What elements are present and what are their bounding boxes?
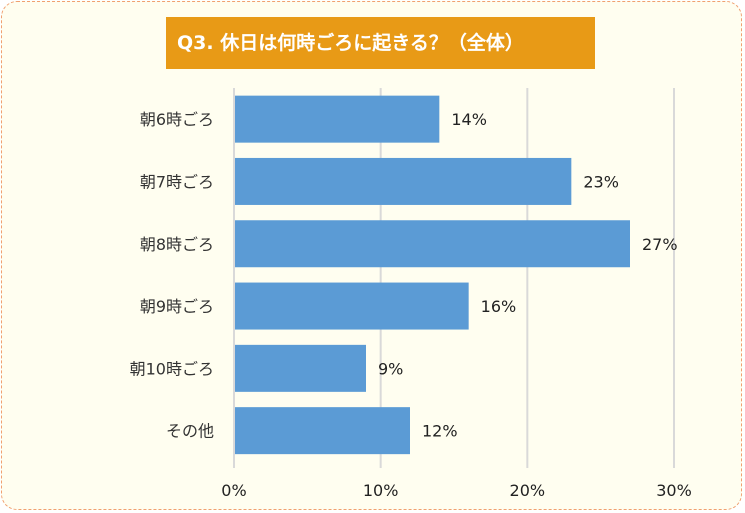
x-tick-label: 30%	[656, 481, 692, 500]
category-label: 朝8時ごろ	[140, 235, 214, 254]
category-label: 朝9時ごろ	[140, 297, 214, 316]
x-tick-label: 10%	[363, 481, 399, 500]
data-label: 12%	[422, 422, 458, 441]
bar	[234, 282, 469, 330]
bar	[234, 220, 630, 268]
bar	[234, 407, 410, 455]
chart-title: Q3. 休日は何時ごろに起きる？（全体）	[166, 17, 595, 69]
data-label: 27%	[642, 235, 678, 254]
data-label: 9%	[378, 359, 403, 378]
data-label: 23%	[583, 172, 619, 191]
x-tick-label: 0%	[221, 481, 246, 500]
x-tick-label: 20%	[510, 481, 546, 500]
bar	[234, 344, 366, 392]
bar	[234, 157, 572, 205]
bar	[234, 95, 440, 143]
category-label: その他	[166, 422, 214, 441]
data-label: 16%	[481, 297, 517, 316]
category-label: 朝6時ごろ	[140, 110, 214, 129]
category-label: 朝10時ごろ	[130, 359, 214, 378]
category-label: 朝7時ごろ	[140, 172, 214, 191]
data-label: 14%	[451, 110, 487, 129]
